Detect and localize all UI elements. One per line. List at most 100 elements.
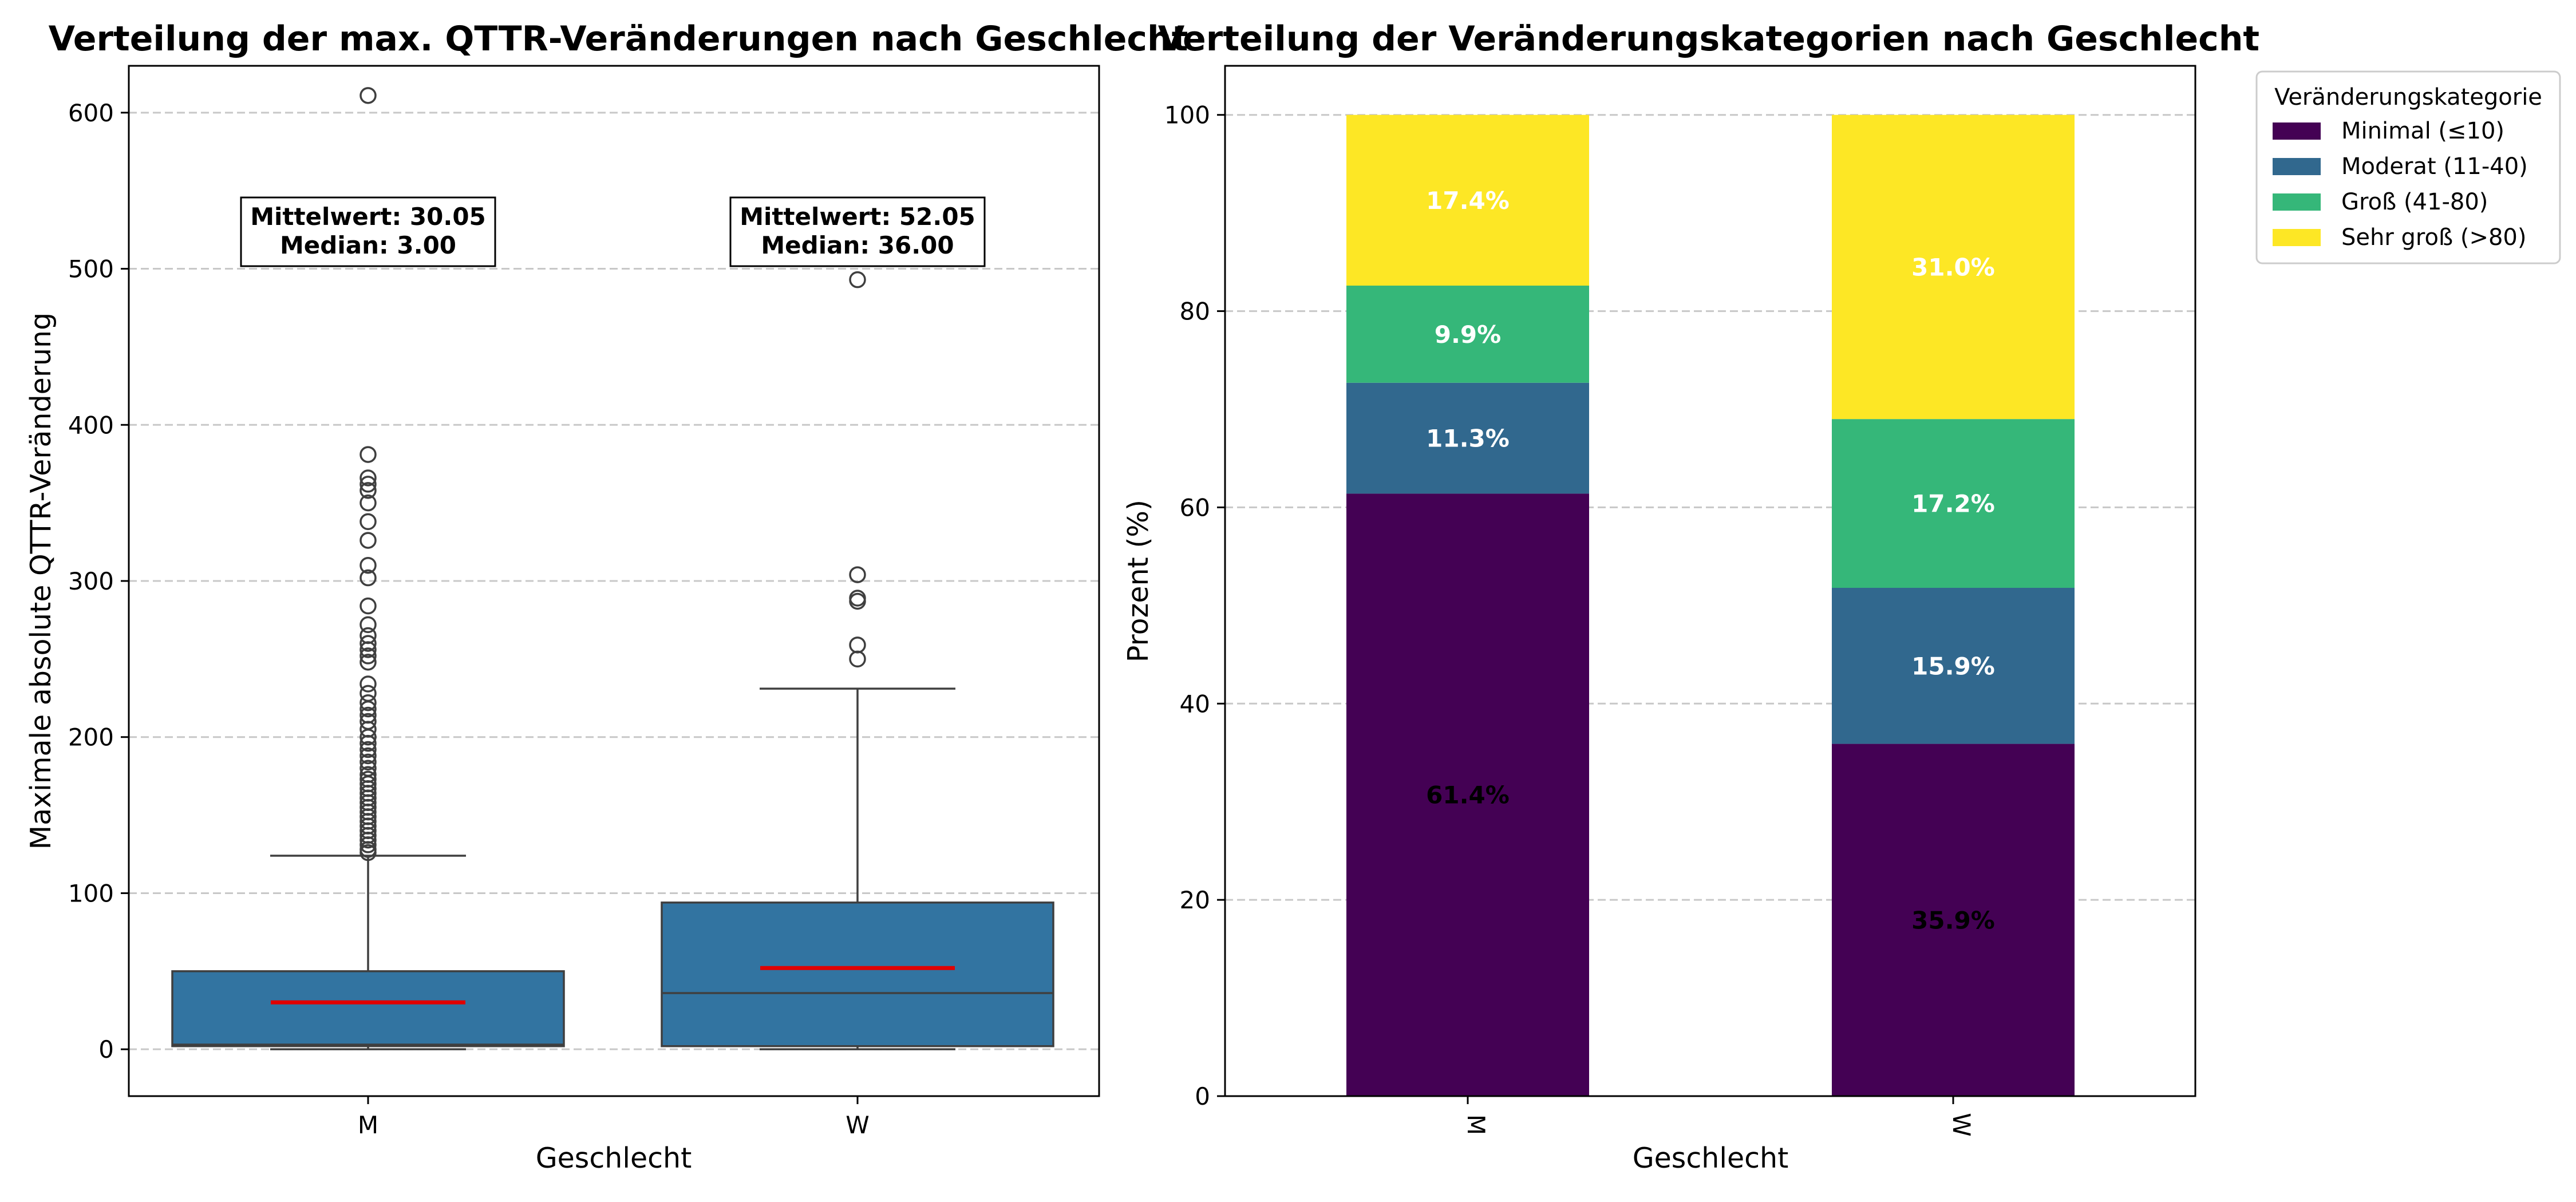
outlier-point [359,706,377,724]
y-tick-label: 0 [1195,1082,1210,1110]
y-tick-label: 500 [68,255,114,283]
stacked-bar-frame [1224,65,2196,1097]
bar-segment [1346,114,1589,286]
y-tick-label: 60 [1180,493,1210,521]
legend: Veränderungskategorie Minimal (≤10) Moder… [2255,70,2561,264]
legend-swatch [2273,193,2321,211]
boxplot-panel: Verteilung der max. QTTR-Veränderungen n… [25,19,1188,1175]
bar-segment [1832,744,2075,1096]
outlier-point [359,87,377,104]
legend-title: Veränderungskategorie [2274,84,2542,110]
x-tick-label: M [1462,1114,1490,1135]
mean-annotation: Mittelwert: 30.05 [250,203,486,231]
segment-label: 35.9% [1911,906,1995,934]
legend-item: Sehr groß (>80) [2273,224,2526,251]
x-tick-label: M [358,1111,378,1139]
box-W [661,271,1054,1050]
outlier-point [359,627,377,645]
bar-segment [1832,419,2075,588]
legend-label: Moderat (11-40) [2341,153,2528,180]
outlier-point [359,494,377,512]
boxplot-y-axis-label: Maximale absolute QTTR-Veränderung [25,313,57,849]
outlier-point [359,469,377,487]
stacked-bar-panel: Verteilung der Veränderungskategorien na… [1122,19,2259,1175]
outlier-point [359,760,377,777]
outlier-point [359,476,377,493]
x-tick-label: W [1947,1113,1976,1137]
y-tick-label: 300 [68,567,114,595]
legend-swatch [2273,229,2321,246]
outlier-point [849,566,866,583]
stats-annotation-box [729,196,986,267]
stats-annotation-box [240,196,496,267]
stacked-bar-y-axis-label: Prozent (%) [1122,500,1155,662]
y-tick-label: 0 [98,1035,114,1063]
box-iqr [171,970,565,1047]
stacked-bar-x-axis-label: Geschlecht [1633,1142,1789,1175]
bar-segment [1832,588,2075,744]
y-tick-label: 100 [68,879,114,907]
x-tick-label: W [846,1111,870,1139]
stacked-bar-bars [1346,114,2075,1096]
y-tick-label: 40 [1180,690,1210,718]
y-tick-label: 100 [1164,101,1210,129]
outlier-point [359,694,377,711]
median-annotation: Median: 3.00 [280,231,456,259]
segment-label: 31.0% [1911,253,1995,281]
legend-label: Minimal (≤10) [2341,118,2504,144]
legend-items: Minimal (≤10) Moderat (11-40) Groß (41-80)… [2273,118,2528,251]
outlier-point [359,556,377,574]
box-iqr [661,902,1054,1047]
stacked-bar-title: Verteilung der Veränderungskategorien na… [1158,19,2259,59]
boxplot-x-axis-label: Geschlecht [536,1142,692,1175]
outlier-point [849,590,866,607]
legend-item: Groß (41-80) [2273,189,2488,215]
outlier-point [359,569,377,587]
stacked-bar-segment-labels: 61.4% 11.3% 9.9% 17.4% 35.9% 15.9% 17.2% 31.0% [1426,187,1995,934]
outlier-point [359,446,377,463]
outlier-point [359,685,377,702]
segment-label: 61.4% [1426,781,1510,809]
segment-label: 9.9% [1435,321,1501,349]
segment-label: 11.3% [1426,425,1510,453]
legend-item: Minimal (≤10) [2273,118,2504,144]
legend-swatch [2273,122,2321,140]
bar-segment [1346,493,1589,1096]
outlier-point [359,747,377,765]
outlier-point [359,635,377,652]
segment-label: 17.2% [1911,490,1995,518]
bar-segment [1832,114,2075,420]
outlier-point [359,482,377,499]
outlier-point [849,636,866,654]
bar-segment [1346,382,1589,494]
outlier-point [359,654,377,671]
outlier-point [359,753,377,771]
boxplot-y-ticks: 0 100 200 300 400 500 600 [68,99,129,1063]
outlier-point [359,597,377,615]
legend-box [2255,70,2561,264]
outlier-point [359,647,377,665]
y-tick-label: 400 [68,411,114,439]
outlier-point [359,770,377,788]
legend-item: Moderat (11-40) [2273,153,2528,180]
mean-annotation: Mittelwert: 52.05 [740,203,975,231]
box-M [171,87,565,1050]
boxplot-boxes [171,87,1054,1050]
legend-label: Sehr groß (>80) [2341,224,2526,251]
outlier-point [359,741,377,758]
y-tick-label: 80 [1180,298,1210,326]
outlier-point [359,616,377,634]
segment-label: 15.9% [1911,652,1995,680]
outlier-point [359,532,377,549]
legend-swatch [2273,158,2321,175]
segment-label: 17.4% [1426,187,1510,215]
boxplot-title: Verteilung der max. QTTR-Veränderungen n… [49,19,1188,59]
outlier-point [359,766,377,783]
median-annotation: Median: 36.00 [761,231,954,259]
